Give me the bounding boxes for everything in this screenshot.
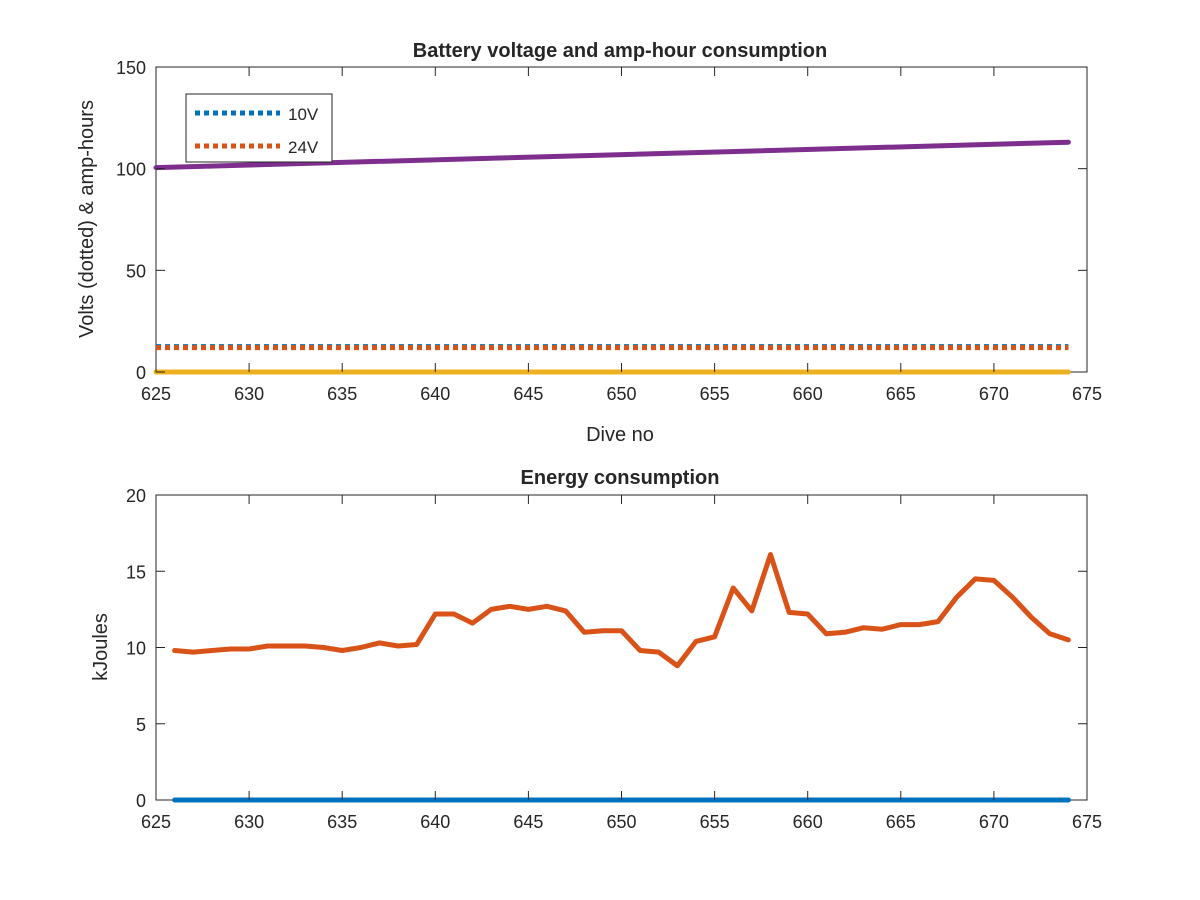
top-y-tick-label: 150 bbox=[116, 58, 146, 78]
top-x-tick-label: 660 bbox=[793, 384, 823, 404]
top-y-tick-label: 0 bbox=[136, 363, 146, 383]
top-chart-title: Battery voltage and amp-hour consumption bbox=[413, 40, 827, 62]
top-x-tick-label: 670 bbox=[979, 384, 1009, 404]
top-series-layer bbox=[153, 139, 1071, 375]
bottom-y-tick-label: 20 bbox=[126, 486, 146, 506]
bottom-y-tick-label: 15 bbox=[126, 562, 146, 582]
top-subplot: Battery voltage and amp-hour consumption… bbox=[76, 40, 1102, 446]
top-y-ticks: 0 50 100 150 bbox=[116, 58, 1087, 383]
bottom-x-tick-label: 640 bbox=[420, 812, 450, 832]
bottom-x-tick-label: 625 bbox=[141, 812, 171, 832]
top-x-axis-label: Dive no bbox=[586, 424, 654, 446]
top-series-line-s3 bbox=[153, 139, 1071, 171]
bottom-x-tick-label: 670 bbox=[979, 812, 1009, 832]
bottom-x-tick-label: 630 bbox=[234, 812, 264, 832]
top-y-tick-label: 100 bbox=[116, 160, 146, 180]
bottom-subplot: Energy consumption 625 630 635 640 645 650 655… bbox=[90, 467, 1102, 832]
bottom-chart-title: Energy consumption bbox=[521, 467, 720, 489]
legend-box bbox=[185, 93, 333, 163]
top-x-tick-label: 675 bbox=[1072, 384, 1102, 404]
top-x-tick-label: 630 bbox=[234, 384, 264, 404]
legend: 10V 24V bbox=[185, 93, 333, 163]
bottom-x-tick-label: 645 bbox=[513, 812, 543, 832]
top-y-tick-label: 50 bbox=[126, 261, 146, 281]
bottom-x-tick-label: 650 bbox=[606, 812, 636, 832]
bottom-y-tick-label: 0 bbox=[136, 791, 146, 811]
top-x-ticks: 625 630 635 640 645 650 655 660 665 670 675 bbox=[141, 67, 1102, 404]
top-x-tick-label: 665 bbox=[886, 384, 916, 404]
top-x-tick-label: 625 bbox=[141, 384, 171, 404]
top-x-tick-label: 645 bbox=[513, 384, 543, 404]
top-x-tick-label: 640 bbox=[420, 384, 450, 404]
top-x-tick-label: 650 bbox=[606, 384, 636, 404]
bottom-x-tick-label: 675 bbox=[1072, 812, 1102, 832]
bottom-y-ticks: 0 5 10 15 20 bbox=[126, 486, 1087, 811]
bottom-x-tick-label: 665 bbox=[886, 812, 916, 832]
bottom-x-ticks: 625 630 635 640 645 650 655 660 665 670 675 bbox=[141, 495, 1102, 832]
bottom-x-tick-label: 635 bbox=[327, 812, 357, 832]
top-x-tick-label: 655 bbox=[700, 384, 730, 404]
bottom-y-tick-label: 10 bbox=[126, 639, 146, 659]
top-x-tick-label: 635 bbox=[327, 384, 357, 404]
top-y-axis-label: Volts (dotted) & amp-hours bbox=[76, 100, 98, 338]
bottom-x-tick-label: 655 bbox=[700, 812, 730, 832]
bottom-y-tick-label: 5 bbox=[136, 715, 146, 735]
legend-label-10v: 10V bbox=[288, 105, 319, 124]
bottom-series-line-s1 bbox=[172, 552, 1071, 669]
bottom-y-axis-label: kJoules bbox=[90, 613, 112, 681]
legend-label-24v: 24V bbox=[288, 138, 319, 157]
bottom-x-tick-label: 660 bbox=[793, 812, 823, 832]
